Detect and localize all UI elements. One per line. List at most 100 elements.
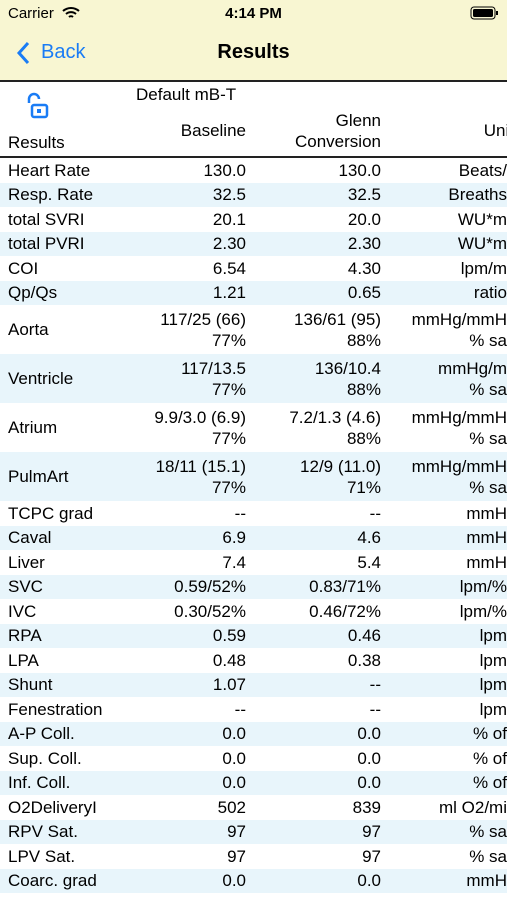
unit: lpm — [479, 675, 507, 695]
table-row: Ventricle 117/13.5 77% 136/10.4 88% mmHg/m … — [0, 354, 507, 403]
baseline-value: 1.21 — [212, 283, 246, 303]
row-label: total PVRI — [8, 234, 85, 254]
table-row: Resp. Rate 32.5 32.5 Breaths — [0, 182, 507, 207]
row-label: Atrium — [8, 418, 58, 437]
row-label: PulmArt — [8, 467, 69, 486]
glenn-value: 0.46 — [347, 626, 381, 646]
glenn-value: 130.0 — [338, 160, 381, 180]
glenn-value: 0.46/72% — [309, 601, 381, 621]
unit: lpm/% — [459, 601, 507, 621]
lock-icon[interactable] — [24, 92, 50, 120]
baseline-value: 0.0 — [222, 871, 246, 891]
baseline-value: 9.9/3.0 (6.9) 77% — [154, 407, 246, 448]
unit: mmHg/mmH % sa — [411, 309, 507, 350]
table-header: Default mB-T Results Baseline Glenn Conv… — [0, 82, 507, 158]
baseline-value: 0.48 — [212, 650, 246, 670]
table-row: Fenestration -- -- lpm — [0, 697, 507, 722]
row-label: Fenestration — [8, 699, 103, 719]
table-row: Sup. Coll. 0.0 0.0 % of — [0, 746, 507, 771]
baseline-value: 130.0 — [203, 160, 246, 180]
table-row: Caval 6.9 4.6 mmH — [0, 525, 507, 550]
unit: mmH — [466, 871, 507, 891]
unit: mmH — [466, 552, 507, 572]
glenn-value: -- — [369, 503, 381, 523]
glenn-value: -- — [369, 675, 381, 695]
baseline-value: 117/25 (66) 77% — [160, 309, 246, 350]
row-label: total SVRI — [8, 209, 85, 229]
row-label: Ventricle — [8, 369, 74, 388]
baseline-value: 97 — [227, 822, 246, 842]
table-row: total SVRI 20.1 20.0 WU*m — [0, 207, 507, 232]
table-row: LPV Sat. 97 97 % sa — [0, 844, 507, 869]
nav-title: Results — [217, 41, 290, 63]
glenn-value: 97 — [362, 822, 381, 842]
glenn-value: 97 — [362, 846, 381, 866]
baseline-value: 0.0 — [222, 773, 246, 793]
table-row: O2DeliveryI 502 839 ml O2/mi — [0, 795, 507, 820]
unit: mmH — [466, 528, 507, 548]
row-label: Sup. Coll. — [8, 748, 82, 768]
glenn-value: 136/61 (95) 88% — [294, 309, 381, 350]
baseline-value: -- — [234, 503, 246, 523]
glenn-value: 4.30 — [347, 258, 381, 278]
unit: mmHg/mmH % sa — [411, 407, 507, 448]
table-row: RPV Sat. 97 97 % sa — [0, 819, 507, 844]
row-label: Aorta — [8, 320, 49, 339]
baseline-value: 0.0 — [222, 724, 246, 744]
table-row: LPA 0.48 0.38 lpm — [0, 648, 507, 673]
glenn-value: 0.38 — [347, 650, 381, 670]
baseline-value: 0.30/52% — [174, 601, 246, 621]
table-row: RPA 0.59 0.46 lpm — [0, 623, 507, 648]
table-row: Inf. Coll. 0.0 0.0 % of — [0, 770, 507, 795]
row-label: RPA — [8, 626, 42, 646]
table-row: Aorta 117/25 (66) 77% 136/61 (95) 88% mmHg/… — [0, 305, 507, 354]
unit: Beats/ — [458, 160, 507, 180]
row-label: Coarc. grad — [8, 871, 97, 891]
row-label: TCPC grad — [8, 503, 94, 523]
glenn-value: 136/10.4 88% — [314, 358, 381, 399]
unit: mmH — [466, 503, 507, 523]
row-label: COI — [8, 258, 39, 278]
baseline-value: 97 — [227, 846, 246, 866]
time: 4:14 PM — [225, 5, 282, 22]
unit: % of — [472, 748, 507, 768]
baseline-value: 0.0 — [222, 748, 246, 768]
unit: WU*m — [457, 209, 507, 229]
back-button[interactable]: Back — [41, 41, 86, 63]
table-row: Shunt 1.07 -- lpm — [0, 672, 507, 697]
table-row: Qp/Qs 1.21 0.65 ratio — [0, 280, 507, 305]
unit: % sa — [469, 846, 507, 866]
baseline-value: 6.9 — [222, 528, 246, 548]
glenn-value: 12/9 (11.0) 71% — [300, 456, 381, 497]
row-label: SVC — [8, 577, 43, 597]
table-row: IVC 0.30/52% 0.46/72% lpm/% — [0, 599, 507, 624]
column-header: Baseline — [180, 121, 246, 140]
glenn-value: 0.0 — [357, 773, 381, 793]
wifi-icon — [62, 7, 80, 18]
glenn-value: 0.0 — [357, 748, 381, 768]
back-chevron[interactable] — [16, 41, 30, 65]
unit: mmHg/mmH % sa — [411, 456, 507, 497]
glenn-value: 0.0 — [357, 871, 381, 891]
baseline-value: 7.4 — [222, 552, 246, 572]
table-row: Heart Rate 130.0 130.0 Beats/ — [0, 158, 507, 183]
unit: ratio — [473, 283, 507, 303]
row-label: Qp/Qs — [8, 283, 58, 303]
row-label: Resp. Rate — [8, 185, 94, 205]
baseline-value: 117/13.5 77% — [181, 358, 246, 399]
row-label: A-P Coll. — [8, 724, 75, 744]
glenn-value: 0.0 — [357, 724, 381, 744]
glenn-value: 4.6 — [357, 528, 381, 548]
unit: lpm/m — [460, 258, 507, 278]
table-row: PulmArt 18/11 (15.1) 77% 12/9 (11.0) 71% mm… — [0, 452, 507, 501]
table-row: COI 6.54 4.30 lpm/m — [0, 256, 507, 281]
preset-label: Default mB-T — [136, 85, 237, 104]
row-label: Inf. Coll. — [8, 773, 71, 793]
table-row: A-P Coll. 0.0 0.0 % of — [0, 721, 507, 746]
table-row: TCPC grad -- -- mmH — [0, 501, 507, 526]
battery-icon — [470, 6, 498, 20]
baseline-value: 502 — [217, 797, 246, 817]
table-row: total PVRI 2.30 2.30 WU*m — [0, 231, 507, 256]
glenn-value: -- — [369, 699, 381, 719]
